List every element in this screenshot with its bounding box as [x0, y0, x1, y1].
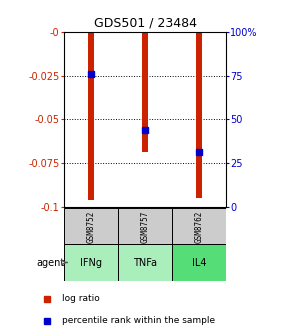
Text: TNFa: TNFa [133, 257, 157, 267]
Bar [142, 32, 148, 153]
Bar [64, 208, 118, 245]
Text: IL4: IL4 [192, 257, 206, 267]
Text: percentile rank within the sample: percentile rank within the sample [62, 317, 215, 325]
Bar [118, 208, 172, 245]
Text: GSM8752: GSM8752 [86, 210, 95, 243]
Bar [64, 245, 118, 281]
Title: GDS501 / 23484: GDS501 / 23484 [93, 16, 197, 29]
Bar [196, 32, 202, 198]
Text: GSM8762: GSM8762 [195, 210, 204, 243]
Text: agent: agent [37, 257, 65, 267]
Text: IFNg: IFNg [80, 257, 102, 267]
Bar [172, 245, 226, 281]
Text: log ratio: log ratio [62, 294, 100, 303]
Bar [172, 208, 226, 245]
Bar [88, 32, 94, 200]
Bar [118, 245, 172, 281]
Text: GSM8757: GSM8757 [140, 210, 150, 243]
